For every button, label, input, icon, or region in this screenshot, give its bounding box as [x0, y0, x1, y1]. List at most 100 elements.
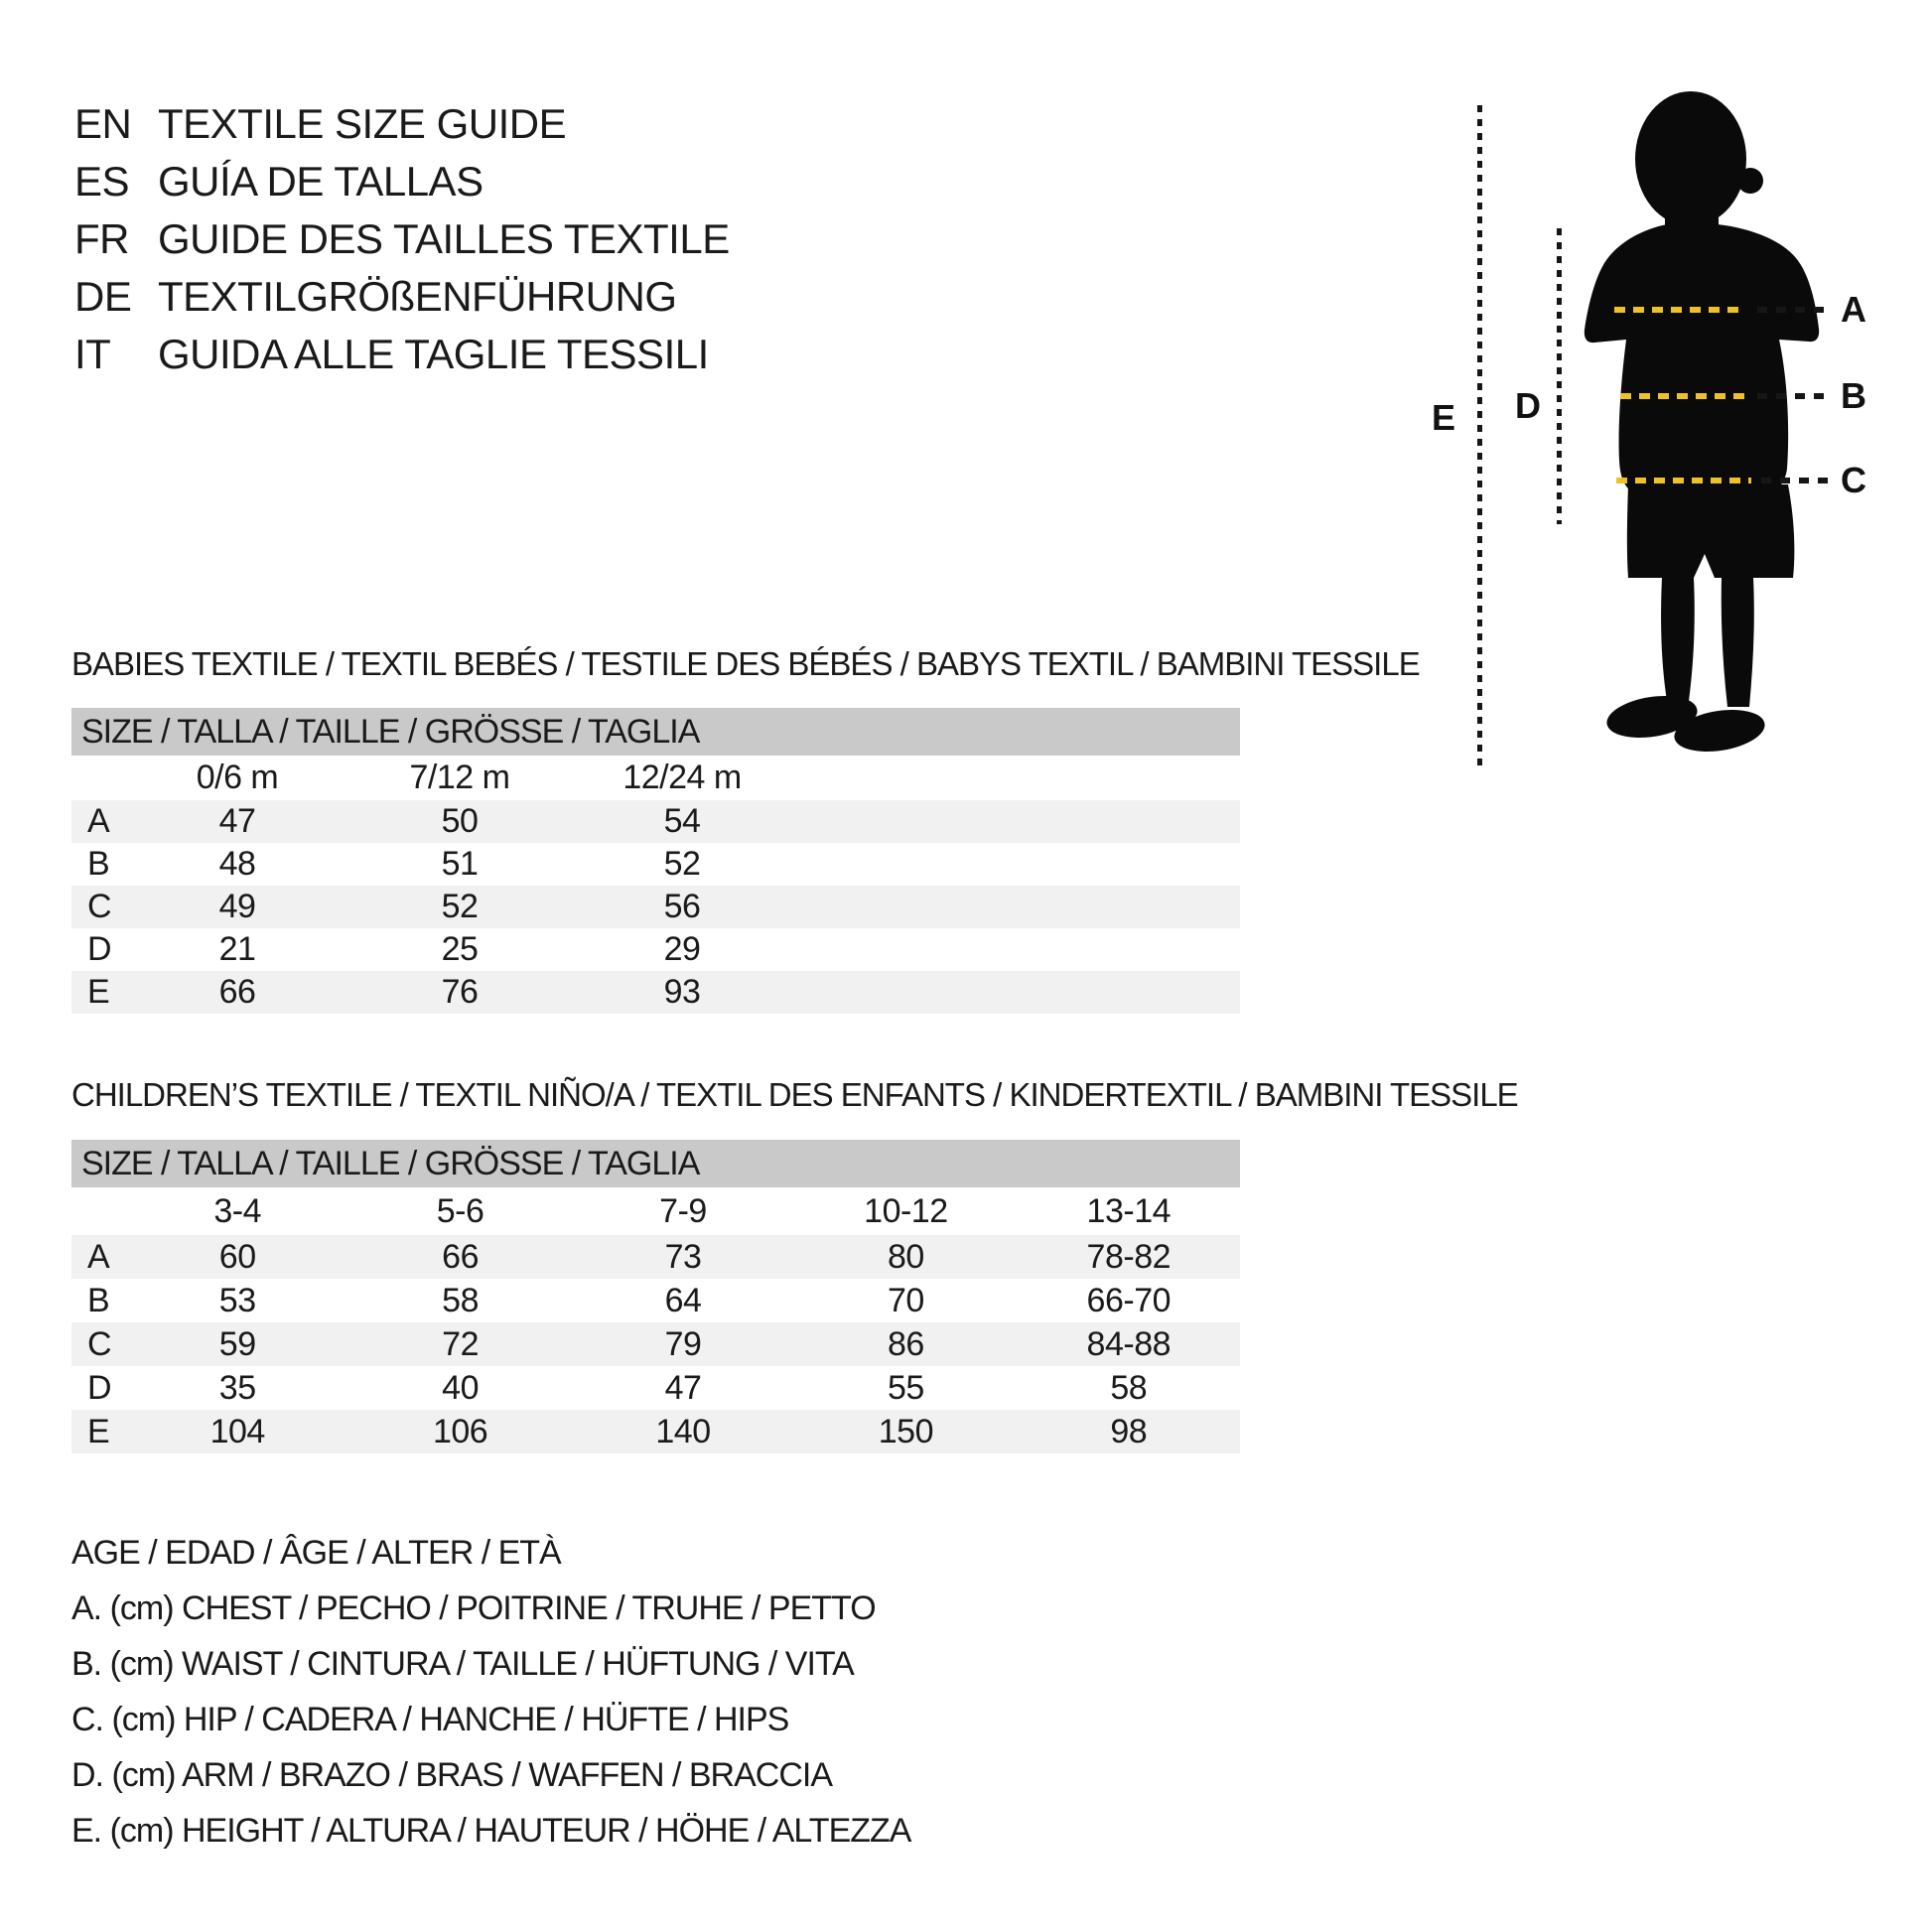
size-value-cell: 84-88: [1086, 1324, 1172, 1363]
size-value-cell: 56: [663, 888, 701, 925]
row-label: E: [87, 973, 110, 1011]
babies-size-header-bar: SIZE / TALLA / TAILLE / GRÖSSE / TAGLIA: [71, 708, 1240, 756]
legend-line-chest: A. (cm) CHEST / PECHO / POITRINE / TRUHE…: [71, 1589, 877, 1627]
lang-row-fr: FR GUIDE DES TAILLES TEXTILE: [74, 210, 730, 268]
size-value-cell: 66: [442, 1237, 479, 1276]
measure-label-a: A: [1841, 289, 1866, 330]
babies-size-table: SIZE / TALLA / TAILLE / GRÖSSE / TAGLIA …: [71, 708, 1240, 1014]
babies-section-title: BABIES TEXTILE / TEXTIL BEBÉS / TESTILE …: [71, 645, 1421, 682]
size-value-cell: 59: [218, 1324, 256, 1363]
size-value-cell: 55: [887, 1368, 924, 1407]
measure-label-d: D: [1515, 385, 1541, 426]
language-title-list: EN TEXTILE SIZE GUIDE ES GUÍA DE TALLAS …: [74, 95, 730, 383]
legend-line-arm: D. (cm) ARM / BRAZO / BRAS / WAFFEN / BR…: [71, 1756, 833, 1794]
size-value-cell: 48: [218, 845, 256, 883]
children-size-table: SIZE / TALLA / TAILLE / GRÖSSE / TAGLIA …: [71, 1140, 1240, 1453]
measure-label-b: B: [1841, 375, 1866, 416]
measure-label-c: C: [1841, 460, 1866, 500]
row-label: A: [87, 802, 110, 840]
hip-dash-line-c: [1616, 478, 1751, 483]
size-value-cell: 52: [663, 845, 701, 883]
row-label: B: [87, 1281, 110, 1319]
size-value-cell: 86: [887, 1324, 924, 1363]
size-value-cell: 53: [218, 1281, 256, 1319]
size-value-cell: 79: [664, 1324, 702, 1363]
table-row: E 104 106 140 150 98: [71, 1410, 1240, 1453]
size-value-cell: 106: [432, 1412, 488, 1450]
legend-line-waist: B. (cm) WAIST / CINTURA / TAILLE / HÜFTU…: [71, 1645, 855, 1683]
size-value-cell: 47: [664, 1368, 702, 1407]
babies-column-header-row: 0/6 m 7/12 m 12/24 m: [71, 756, 1240, 800]
size-value-cell: 52: [441, 888, 479, 925]
table-row: C 49 52 56: [71, 886, 1240, 928]
height-dotted-line-e: [1477, 105, 1482, 766]
waist-dash-line-b-ext: [1757, 393, 1829, 399]
legend-line-age: AGE / EDAD / ÂGE / ALTER / ETÀ: [71, 1534, 562, 1572]
chest-dash-line-a-ext: [1757, 307, 1829, 313]
table-row: D 21 25 29: [71, 928, 1240, 971]
row-label: B: [87, 845, 110, 883]
guide-title-fr: GUIDE DES TAILLES TEXTILE: [158, 215, 730, 262]
children-section-title: CHILDREN’S TEXTILE / TEXTIL NIÑO/A / TEX…: [71, 1076, 1519, 1113]
size-value-cell: 76: [441, 973, 479, 1011]
children-col-7-9: 7-9: [659, 1191, 707, 1230]
size-value-cell: 98: [1110, 1412, 1148, 1450]
guide-title-it: GUIDA ALLE TAGLIE TESSILI: [158, 331, 709, 377]
lang-row-it: IT GUIDA ALLE TAGLIE TESSILI: [74, 326, 730, 383]
legend-line-hip: C. (cm) HIP / CADERA / HANCHE / HÜFTE / …: [71, 1701, 789, 1738]
table-row: A 47 50 54: [71, 800, 1240, 843]
size-value-cell: 35: [218, 1368, 256, 1407]
size-value-cell: 29: [663, 930, 701, 968]
children-column-header-row: 3-4 5-6 7-9 10-12 13-14: [71, 1187, 1240, 1235]
guide-title-en: TEXTILE SIZE GUIDE: [158, 100, 567, 147]
size-value-cell: 73: [664, 1237, 702, 1276]
size-value-cell: 72: [442, 1324, 479, 1363]
size-value-cell: 58: [442, 1281, 479, 1319]
size-value-cell: 58: [1110, 1368, 1148, 1407]
babies-col-12-24m: 12/24 m: [622, 759, 742, 796]
measurement-figure: E D A B C: [1430, 60, 1932, 834]
table-row: C 59 72 79 86 84-88: [71, 1322, 1240, 1366]
table-row: D 35 40 47 55 58: [71, 1366, 1240, 1410]
size-value-cell: 54: [663, 802, 701, 840]
guide-title-de: TEXTILGRÖßENFÜHRUNG: [158, 273, 677, 320]
legend-line-height: E. (cm) HEIGHT / ALTURA / HAUTEUR / HÖHE…: [71, 1812, 911, 1850]
babies-col-7-12m: 7/12 m: [409, 759, 510, 796]
table-row: B 53 58 64 70 66-70: [71, 1279, 1240, 1322]
arm-dotted-line-d: [1557, 228, 1562, 524]
child-silhouette-icon: [1584, 91, 1820, 753]
size-value-cell: 140: [655, 1412, 711, 1450]
guide-title-es: GUÍA DE TALLAS: [158, 158, 483, 205]
row-label: A: [87, 1237, 110, 1276]
children-col-10-12: 10-12: [864, 1191, 948, 1230]
size-value-cell: 93: [663, 973, 701, 1011]
lang-code: EN: [74, 100, 132, 147]
size-value-cell: 66-70: [1086, 1281, 1172, 1319]
size-value-cell: 49: [218, 888, 256, 925]
size-value-cell: 150: [878, 1412, 934, 1450]
size-value-cell: 78-82: [1086, 1237, 1172, 1276]
babies-col-0-6m: 0/6 m: [196, 759, 279, 796]
size-value-cell: 80: [887, 1237, 924, 1276]
lang-code: ES: [74, 158, 130, 205]
size-value-cell: 51: [441, 845, 479, 883]
row-label: D: [87, 1368, 112, 1407]
size-value-cell: 70: [887, 1281, 924, 1319]
chest-dash-line-a: [1614, 307, 1745, 313]
table-row: B 48 51 52: [71, 843, 1240, 886]
size-value-cell: 21: [218, 930, 256, 968]
lang-row-de: DE TEXTILGRÖßENFÜHRUNG: [74, 268, 730, 326]
children-col-5-6: 5-6: [436, 1191, 484, 1230]
lang-code: FR: [74, 215, 130, 262]
size-value-cell: 104: [209, 1412, 266, 1450]
waist-dash-line-b: [1620, 393, 1745, 399]
children-col-13-14: 13-14: [1086, 1191, 1172, 1230]
measurement-legend: AGE / EDAD / ÂGE / ALTER / ETÀ A. (cm) C…: [71, 1525, 911, 1859]
size-value-cell: 60: [218, 1237, 256, 1276]
hip-dash-line-c-ext: [1761, 478, 1829, 483]
children-col-3-4: 3-4: [213, 1191, 262, 1230]
measure-label-e: E: [1432, 397, 1455, 438]
row-label: C: [87, 1324, 112, 1363]
children-size-header-bar: SIZE / TALLA / TAILLE / GRÖSSE / TAGLIA: [71, 1140, 1240, 1187]
